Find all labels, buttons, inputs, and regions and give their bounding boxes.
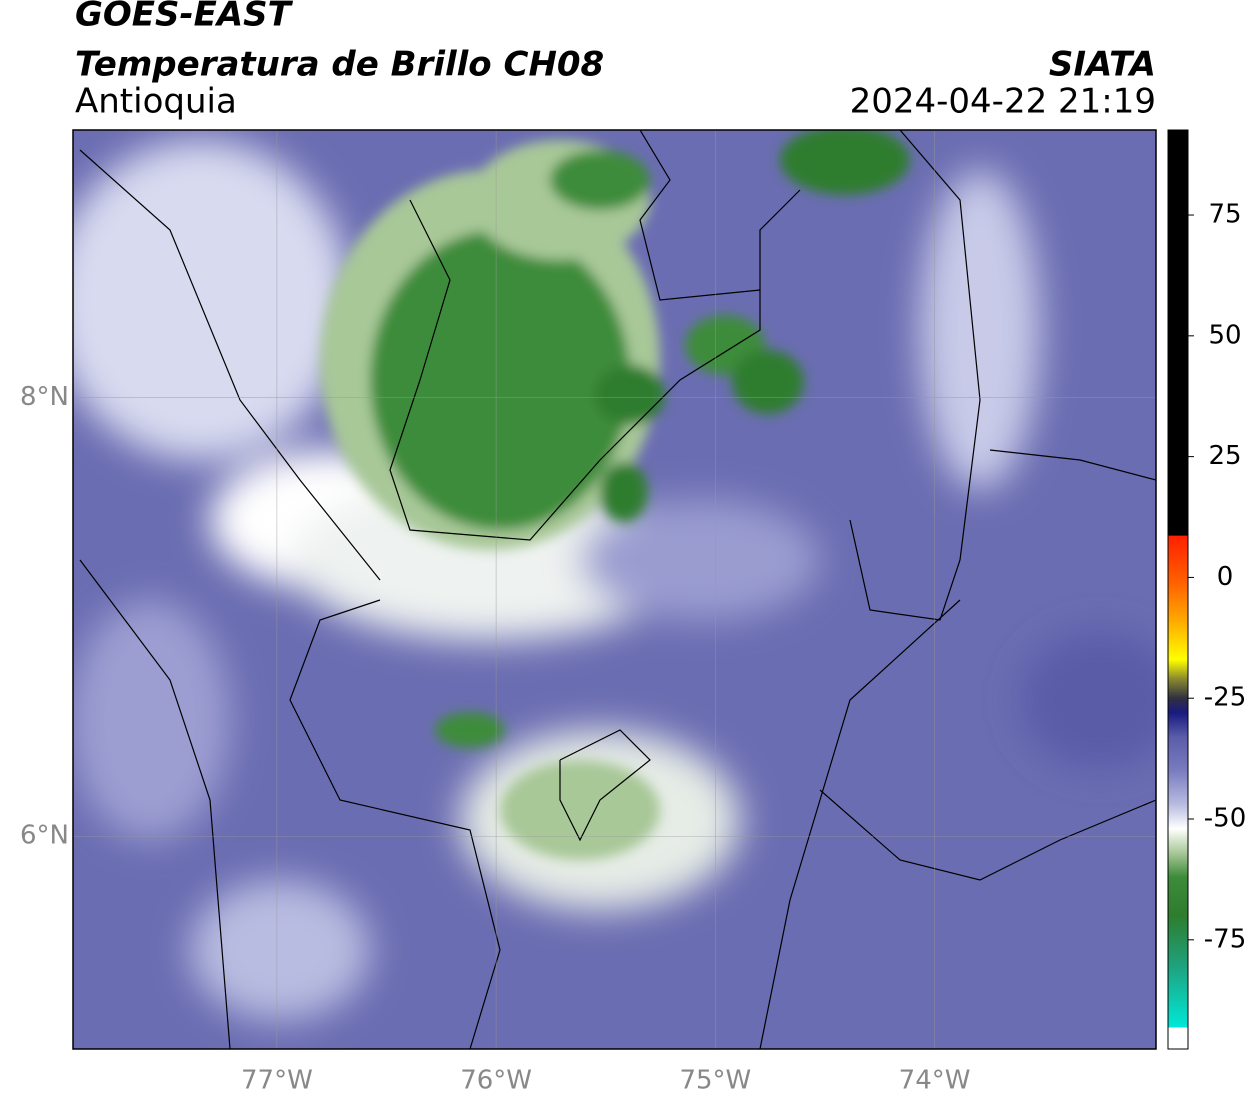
colorbar — [1167, 129, 1189, 1050]
border — [819, 789, 1156, 881]
border — [759, 599, 961, 1049]
border — [559, 729, 651, 842]
timestamp: 2024-04-22 21:19 — [850, 82, 1156, 122]
grid — [73, 130, 1156, 1049]
border — [639, 130, 761, 301]
y-tick-label: 6°N — [20, 821, 69, 851]
map-frame — [72, 129, 1157, 1050]
colorbar-tick-label: -25 — [1204, 683, 1246, 713]
border — [79, 149, 381, 581]
colorbar-tick-label: 50 — [1208, 320, 1241, 350]
border — [849, 130, 981, 621]
x-tick-label: 75°W — [679, 1066, 751, 1096]
border — [79, 559, 231, 1049]
colorbar-tick-label: 25 — [1208, 441, 1241, 471]
border — [989, 449, 1156, 481]
x-tick-label: 76°W — [460, 1066, 532, 1096]
colorbar-tick-label: 0 — [1217, 562, 1234, 592]
subtitle: Temperatura de Brillo CH08 — [75, 45, 604, 85]
colorbar-tick-label: 75 — [1208, 200, 1241, 230]
x-tick-label: 74°W — [899, 1066, 971, 1096]
agency: SIATA — [1049, 45, 1156, 85]
colorbar-tick-label: -75 — [1204, 924, 1246, 954]
satellite-image — [73, 130, 1156, 1049]
x-tick-label: 77°W — [241, 1066, 313, 1096]
title: GOES-EAST — [75, 0, 294, 35]
border — [389, 189, 801, 541]
y-tick-label: 8°N — [20, 382, 69, 412]
region: Antioquia — [75, 82, 237, 122]
border — [289, 599, 501, 1049]
colorbar-tick-label: -50 — [1204, 804, 1246, 834]
